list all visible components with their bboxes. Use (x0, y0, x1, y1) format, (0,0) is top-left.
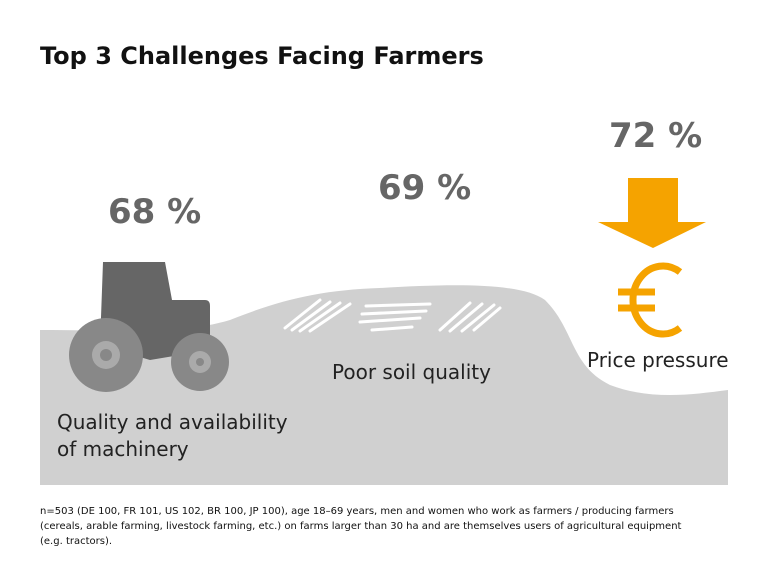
challenge-label: Poor soil quality (332, 360, 491, 384)
percentage: 68 % (108, 192, 202, 232)
euro-sign (618, 262, 683, 338)
landscape (40, 285, 728, 485)
tractor (69, 262, 229, 392)
challenge-label: Price pressure (587, 348, 729, 372)
down-arrow (598, 178, 706, 248)
title: Top 3 Challenges Facing Farmers (40, 42, 484, 70)
challenge-label: Quality and availability of machinery (57, 410, 288, 461)
field-lines (283, 298, 502, 333)
percentage: 72 % (609, 116, 703, 156)
percentage: 69 % (378, 168, 472, 208)
footnote: n=503 (DE 100, FR 101, US 102, BR 100, J… (40, 506, 682, 547)
